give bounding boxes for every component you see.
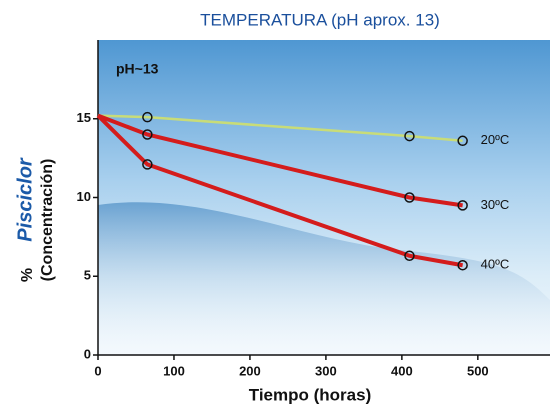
x-tick-label: 500 <box>467 363 489 378</box>
y-axis-label: (Concentración) <box>39 159 56 282</box>
x-axis-label: Tiempo (horas) <box>249 385 371 404</box>
series-label: 40ºC <box>481 257 510 272</box>
series-label: 30ºC <box>481 197 510 212</box>
y-axis-unit: % <box>19 268 36 282</box>
x-tick-label: 400 <box>391 363 413 378</box>
brand-logo: Pisciclor <box>14 157 36 242</box>
y-tick-label: 15 <box>77 110 91 125</box>
y-tick-label: 0 <box>84 346 91 361</box>
chart-title: TEMPERATURA (pH aprox. 13) <box>200 10 440 29</box>
series-label: 20ºC <box>481 132 510 147</box>
chart: TEMPERATURA (pH aprox. 13) pH~13 Piscicl… <box>0 0 550 407</box>
annotation: pH~13 <box>116 61 159 77</box>
y-tick-label: 5 <box>84 268 91 283</box>
y-tick-label: 10 <box>77 189 91 204</box>
x-tick-label: 200 <box>239 363 261 378</box>
x-tick-label: 300 <box>315 363 337 378</box>
x-tick-label: 0 <box>94 363 101 378</box>
x-tick-label: 100 <box>163 363 185 378</box>
